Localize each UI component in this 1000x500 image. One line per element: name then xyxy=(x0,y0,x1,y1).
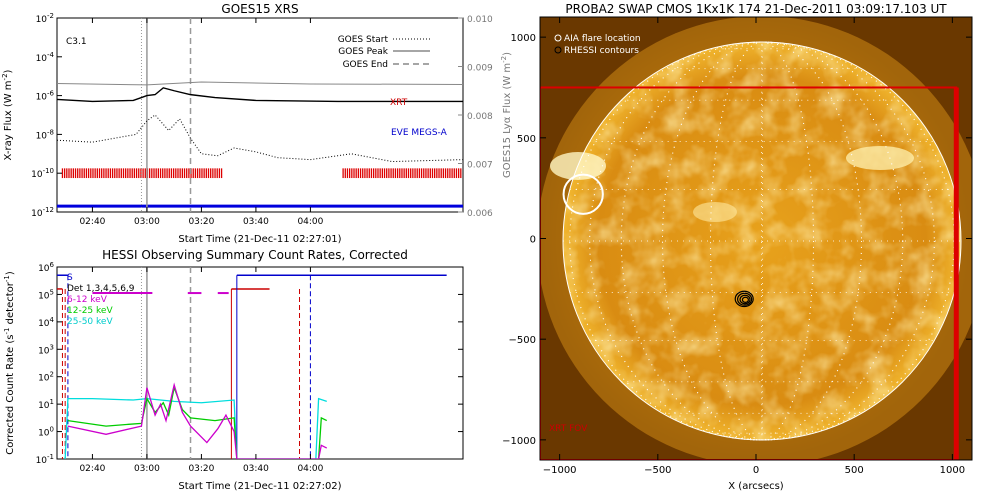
hessi-series-6-12 xyxy=(67,382,328,459)
hessi-ytick-label: 105 xyxy=(38,288,54,301)
hessi-panel: HESSI Observing Summary Count Rates, Cor… xyxy=(3,248,464,492)
swap-legend: AIA flare location RHESSI contours xyxy=(554,34,641,56)
goes-y2tick-label: 0.007 xyxy=(467,161,493,171)
hessi-plot-frame xyxy=(56,266,464,460)
swap-legend-rhessi-marker xyxy=(554,46,562,54)
swap-ytick-label: 0 xyxy=(530,235,536,246)
goes-ytick-label: 10-2 xyxy=(36,12,54,25)
hessi-xtick-label: 03:00 xyxy=(134,464,160,474)
grid-longitude xyxy=(620,41,904,441)
swap-ytick-label: −1000 xyxy=(502,436,536,447)
goes-legend-start: GOES Start xyxy=(338,35,389,45)
goes-class-label: C3.1 xyxy=(66,37,87,47)
goes-legend-peak: GOES Peak xyxy=(338,47,388,57)
goes-y2tick-label: 0.010 xyxy=(467,15,493,25)
swap-overlays xyxy=(540,86,959,460)
hessi-xtick-label: 02:40 xyxy=(79,464,105,474)
goes-series-short xyxy=(57,114,463,163)
goes-ytick-label: 10-8 xyxy=(36,128,54,141)
swap-ytick-label: −500 xyxy=(509,335,536,346)
swap-ytick-label: 1000 xyxy=(511,33,536,44)
hessi-ytick-label: 103 xyxy=(38,343,54,356)
xrt-label: XRT xyxy=(390,98,408,108)
goes-y2tick-label: 0.008 xyxy=(467,112,493,122)
goes-xtick-label: 03:20 xyxy=(188,217,214,227)
active-region-center xyxy=(693,202,737,222)
goes-y2label: GOES15 Lyα Flux (W m-2) xyxy=(500,52,513,178)
swap-ytick-label: 500 xyxy=(517,134,536,145)
hessi-ytick-label: 100 xyxy=(38,426,54,439)
aia-flare-circle xyxy=(562,173,604,215)
rhessi-contour xyxy=(737,292,753,306)
swap-legend-aia-marker xyxy=(554,34,562,42)
hessi-legend: S Det 1,3,4,5,6,9 6-12 keV 12-25 keV 25-… xyxy=(67,273,135,327)
goes-y2tick-label: 0.009 xyxy=(467,64,493,74)
hessi-xtick-label: 04:00 xyxy=(297,464,323,474)
hessi-ytick-label: 101 xyxy=(38,398,54,411)
goes-legend: GOES Start GOES Peak GOES End xyxy=(338,35,430,70)
rhessi-contour xyxy=(734,290,754,308)
hessi-series-25-50 xyxy=(64,397,327,459)
hessi-data-layer xyxy=(57,267,447,459)
swap-xtick-label: 1000 xyxy=(940,465,965,476)
goes-xlabel: Start Time (21-Dec-11 02:27:01) xyxy=(178,234,341,245)
swap-axes: −1000 −500 0 500 1000 1000 500 0 −500 −1000 xyxy=(502,17,972,476)
rhessi-contour xyxy=(741,296,750,303)
limb-circle xyxy=(562,41,962,441)
hessi-ytick-label: 102 xyxy=(38,371,54,384)
active-region-west xyxy=(846,146,914,170)
hessi-legend-25-50: 25-50 keV xyxy=(67,317,113,327)
swap-xtick-label: −500 xyxy=(644,465,671,476)
goes-ytick-label: 10-4 xyxy=(36,51,55,64)
goes-data-layer xyxy=(57,18,463,212)
hessi-series-12-25 xyxy=(67,385,328,459)
hessi-ytick-label: 10-1 xyxy=(36,453,54,466)
goes-xtick-label: 02:40 xyxy=(79,217,105,227)
goes-axes: 02:40 03:00 03:20 03:40 04:00 10-2 10-4 10-6 10-… xyxy=(31,12,493,227)
goes-series-long xyxy=(57,87,463,103)
hessi-legend-det: Det 1,3,4,5,6,9 xyxy=(67,284,135,294)
eve-label: EVE MEGS-A xyxy=(391,128,448,138)
goes-series-lya xyxy=(57,81,463,86)
goes-ytick-label: 10-10 xyxy=(31,167,54,180)
goes-xtick-label: 04:00 xyxy=(297,217,323,227)
hessi-legend-s: S xyxy=(67,273,73,283)
hessi-ytick-label: 104 xyxy=(38,316,54,329)
hessi-title: HESSI Observing Summary Count Rates, Cor… xyxy=(102,248,408,262)
rhessi-contour xyxy=(739,294,751,305)
swap-legend-rhessi: RHESSI contours xyxy=(564,46,639,56)
goes-title: GOES15 XRS xyxy=(221,2,298,16)
goes-xtick-label: 03:00 xyxy=(134,217,160,227)
swap-image xyxy=(540,17,972,460)
hessi-legend-6-12: 6-12 keV xyxy=(67,295,108,305)
goes-ylabel: X-ray Flux (W m-2) xyxy=(1,69,14,160)
swap-panel: PROBA2 SWAP CMOS 1Kx1K 174 21-Dec-2011 0… xyxy=(502,2,973,492)
swap-xlabel: X (arcsecs) xyxy=(728,481,784,492)
goes-xtick-label: 03:40 xyxy=(243,217,269,227)
goes-ytick-label: 10-12 xyxy=(31,206,54,219)
goes-y2tick-label: 0.006 xyxy=(467,209,493,219)
swap-xtick-label: −1000 xyxy=(543,465,577,476)
hessi-ytick-label: 106 xyxy=(38,261,54,274)
swap-xtick-label: 500 xyxy=(845,465,864,476)
hessi-xtick-label: 03:40 xyxy=(243,464,269,474)
grid-longitude xyxy=(589,41,935,441)
goes-ytick-label: 10-6 xyxy=(36,90,55,103)
swap-title: PROBA2 SWAP CMOS 1Kx1K 174 21-Dec-2011 0… xyxy=(565,2,947,16)
swap-xtick-label: 0 xyxy=(753,465,759,476)
goes-plot-frame xyxy=(56,17,464,213)
xrt-fov-label: XRT FOV xyxy=(549,424,588,434)
swap-legend-aia: AIA flare location xyxy=(564,34,641,44)
hessi-ylabel: Corrected Count Rate (s-1 detector-1) xyxy=(3,271,16,455)
goes-legend-end: GOES End xyxy=(343,60,388,70)
hessi-axes: 02:40 03:00 03:20 03:40 04:00 10-1 100 101 102 10… xyxy=(36,261,463,474)
hessi-xlabel: Start Time (21-Dec-11 02:27:02) xyxy=(178,481,341,492)
goes-xrs-panel: GOES15 XRS 02:40 03:00 03:20 03:40 04:00 10-2… xyxy=(1,2,513,245)
grid-longitude xyxy=(761,41,763,441)
hessi-xtick-label: 03:20 xyxy=(188,464,214,474)
hessi-legend-12-25: 12-25 keV xyxy=(67,306,113,316)
